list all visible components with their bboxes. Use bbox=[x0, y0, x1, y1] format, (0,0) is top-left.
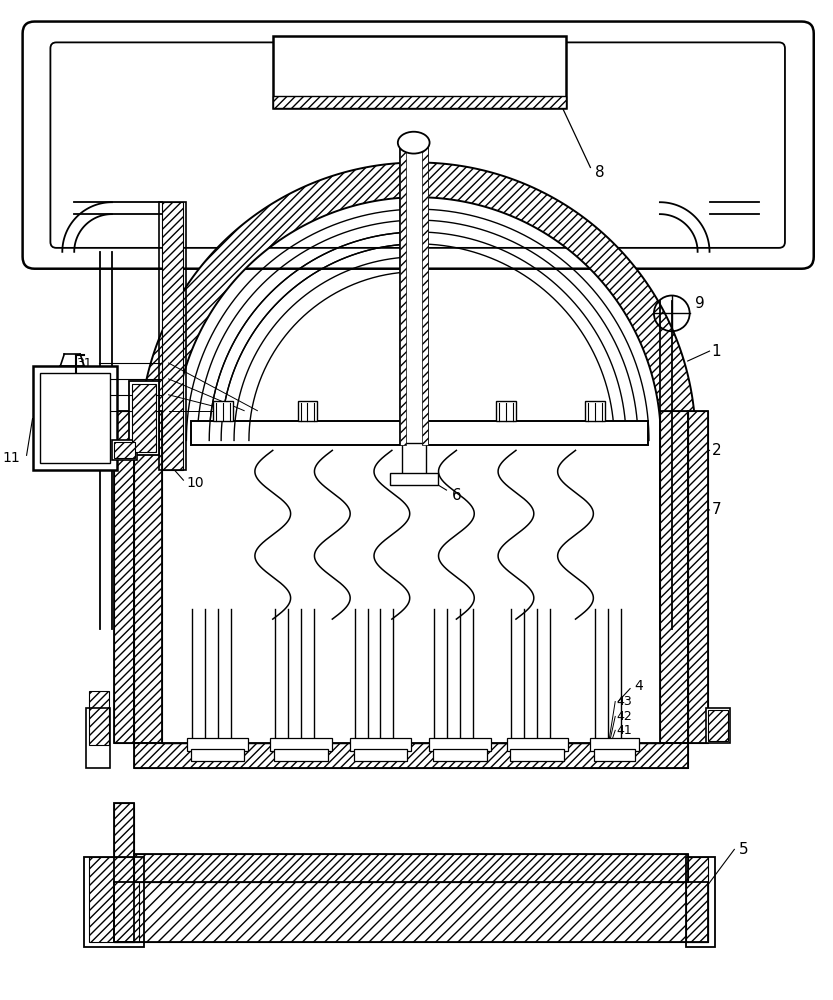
Bar bbox=[506, 738, 568, 751]
Text: 9: 9 bbox=[695, 296, 705, 311]
Text: 2: 2 bbox=[711, 443, 721, 458]
Polygon shape bbox=[140, 163, 696, 440]
Bar bbox=[89, 691, 109, 745]
Bar bbox=[114, 882, 707, 942]
Bar bbox=[129, 381, 158, 455]
Bar bbox=[270, 738, 332, 751]
Text: 34: 34 bbox=[77, 409, 92, 422]
Bar bbox=[433, 749, 486, 761]
Bar bbox=[688, 411, 707, 743]
Bar bbox=[114, 411, 134, 743]
Text: 10: 10 bbox=[187, 476, 204, 490]
Text: 6: 6 bbox=[451, 488, 461, 503]
Text: 7: 7 bbox=[711, 502, 721, 517]
Bar bbox=[686, 857, 716, 947]
Bar bbox=[595, 749, 635, 761]
Bar bbox=[134, 411, 162, 743]
Bar bbox=[187, 738, 248, 751]
Bar bbox=[591, 738, 639, 751]
Bar bbox=[706, 708, 731, 743]
FancyBboxPatch shape bbox=[22, 22, 814, 269]
Bar bbox=[400, 143, 427, 445]
FancyBboxPatch shape bbox=[51, 42, 785, 248]
Bar bbox=[162, 202, 183, 470]
Ellipse shape bbox=[398, 132, 430, 154]
Bar bbox=[511, 749, 564, 761]
Bar bbox=[134, 854, 688, 882]
Bar bbox=[114, 803, 134, 942]
Bar bbox=[134, 743, 688, 768]
Bar bbox=[354, 749, 407, 761]
Bar bbox=[586, 401, 606, 421]
Bar bbox=[134, 854, 688, 882]
Bar bbox=[686, 857, 707, 942]
Bar bbox=[272, 96, 566, 108]
Text: 31: 31 bbox=[77, 357, 92, 370]
Bar bbox=[350, 738, 412, 751]
Bar bbox=[134, 411, 162, 743]
Bar bbox=[84, 857, 144, 947]
Bar bbox=[429, 738, 491, 751]
Text: 43: 43 bbox=[616, 695, 632, 708]
Bar bbox=[89, 857, 139, 942]
Text: 33: 33 bbox=[77, 388, 92, 401]
Text: 3: 3 bbox=[59, 379, 69, 394]
Text: 42: 42 bbox=[616, 710, 632, 723]
Bar bbox=[114, 882, 707, 942]
Polygon shape bbox=[60, 354, 84, 366]
Bar bbox=[192, 421, 648, 445]
Bar bbox=[660, 411, 688, 743]
Bar bbox=[274, 749, 328, 761]
Bar bbox=[191, 749, 244, 761]
Text: 32: 32 bbox=[77, 372, 92, 385]
Bar bbox=[707, 710, 728, 741]
Text: 5: 5 bbox=[740, 842, 749, 857]
Text: 8: 8 bbox=[596, 165, 605, 180]
Text: 34: 34 bbox=[77, 404, 92, 417]
Bar bbox=[132, 384, 156, 452]
Bar bbox=[496, 401, 516, 421]
Bar bbox=[86, 708, 110, 768]
Bar bbox=[114, 411, 134, 743]
Bar bbox=[213, 401, 233, 421]
Text: 4: 4 bbox=[634, 679, 643, 693]
Text: 11: 11 bbox=[2, 451, 21, 465]
Text: 41: 41 bbox=[616, 724, 632, 737]
Text: 1: 1 bbox=[711, 344, 721, 359]
Bar bbox=[400, 143, 406, 445]
Bar bbox=[402, 443, 426, 475]
Bar bbox=[421, 143, 427, 445]
Bar bbox=[688, 411, 707, 743]
Bar bbox=[660, 411, 688, 743]
Bar bbox=[390, 473, 437, 485]
Bar bbox=[114, 803, 134, 942]
Bar bbox=[41, 373, 110, 463]
Bar bbox=[114, 442, 135, 458]
Bar bbox=[112, 440, 137, 460]
Bar bbox=[272, 36, 566, 108]
Bar bbox=[134, 743, 688, 768]
Bar bbox=[297, 401, 317, 421]
Bar bbox=[158, 202, 187, 470]
Bar bbox=[32, 366, 117, 470]
